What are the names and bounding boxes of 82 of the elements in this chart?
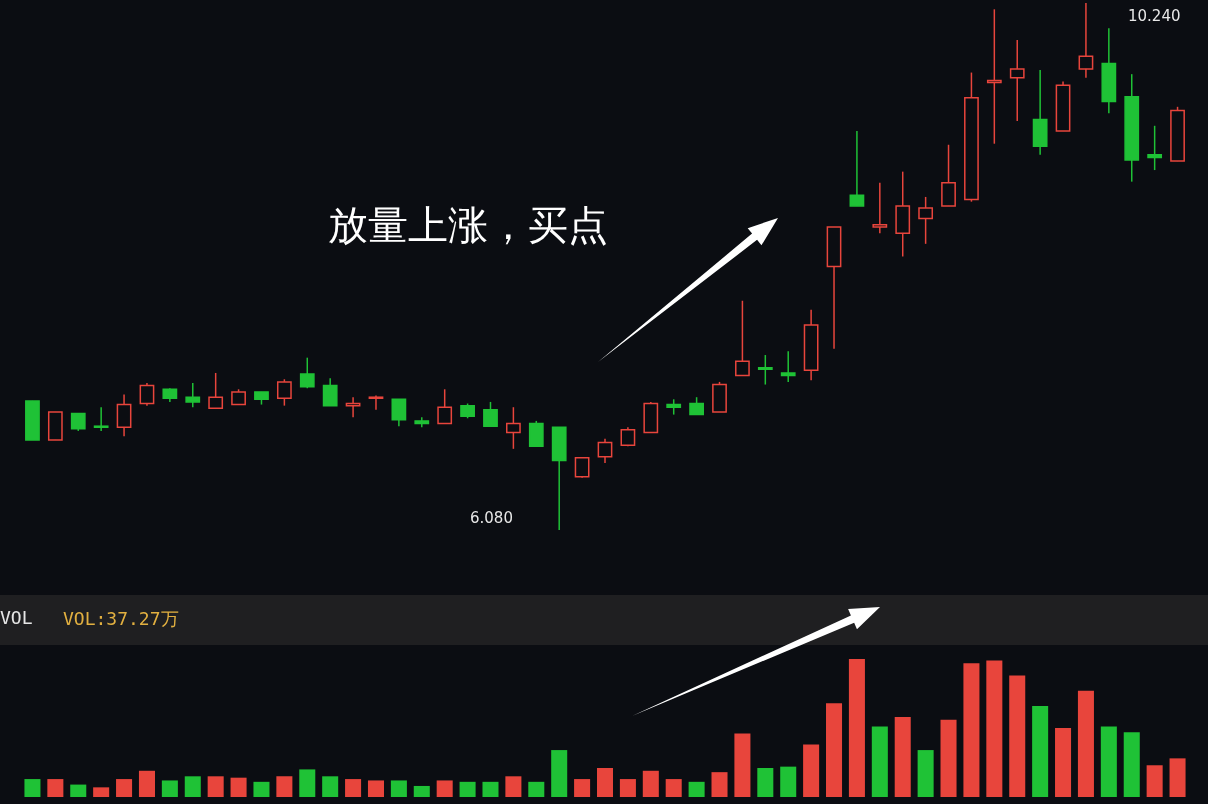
bar — [917, 750, 934, 797]
bar — [367, 780, 384, 797]
candlestick — [1009, 39, 1025, 122]
chart-title: VOL — [0, 607, 33, 628]
bar — [116, 779, 133, 797]
bar — [803, 744, 820, 797]
bar — [551, 750, 568, 797]
candlestick — [185, 382, 201, 408]
bar — [24, 779, 41, 797]
bar — [894, 716, 911, 797]
candlestick — [1147, 125, 1163, 171]
annotation: 6.080 — [470, 509, 513, 527]
bar — [505, 776, 522, 797]
bar — [482, 781, 499, 797]
candlestick — [918, 196, 934, 245]
candlestick — [757, 354, 773, 386]
candlestick — [116, 393, 132, 437]
candlestick — [597, 438, 613, 464]
bar — [574, 779, 591, 797]
bar — [207, 776, 224, 797]
candlestick — [299, 356, 315, 389]
bar — [780, 766, 797, 797]
bar — [436, 780, 453, 797]
candlestick — [1078, 3, 1094, 79]
annotation: 10.240 — [1128, 7, 1181, 25]
bar — [688, 781, 705, 797]
candlestick — [780, 350, 796, 383]
candlestick — [368, 394, 384, 411]
candlestick — [483, 401, 498, 427]
bar — [276, 776, 293, 797]
candlestick — [391, 398, 407, 427]
bar — [963, 663, 980, 797]
bar — [1032, 705, 1049, 797]
bar — [390, 780, 407, 797]
bar — [528, 781, 545, 797]
bar — [184, 776, 201, 797]
bar — [1009, 675, 1026, 797]
candlestick — [849, 130, 865, 207]
bar — [1077, 690, 1094, 797]
bar — [1146, 765, 1163, 797]
bar — [596, 768, 614, 797]
candlestick — [941, 144, 956, 207]
bar — [47, 779, 64, 797]
bar — [665, 779, 682, 797]
bar — [986, 660, 1003, 797]
bar — [619, 779, 636, 797]
bar — [93, 787, 110, 797]
bar — [322, 776, 339, 797]
candlestick — [574, 457, 590, 479]
bar — [1123, 732, 1140, 797]
bar — [299, 769, 316, 797]
bar — [940, 719, 957, 797]
bar — [253, 781, 270, 797]
candlestick — [139, 382, 155, 407]
candlestick — [276, 378, 292, 407]
candlestick — [322, 377, 338, 407]
bar — [413, 785, 430, 797]
bar — [757, 768, 774, 797]
bar — [642, 770, 659, 797]
candlestick — [872, 181, 888, 235]
bar — [1055, 728, 1072, 797]
bar — [871, 726, 888, 797]
candlestick — [437, 388, 453, 425]
bar — [70, 784, 87, 797]
chart-subtitle: VOL:37.27万 — [63, 607, 179, 631]
bar — [711, 772, 728, 797]
candlestick — [93, 406, 109, 432]
candlestick — [735, 300, 750, 377]
bar — [230, 777, 247, 797]
bar — [826, 703, 843, 797]
candlestick — [528, 420, 544, 447]
candlestick — [506, 406, 521, 450]
annotation: 放量上涨，买点 — [328, 201, 608, 250]
bar — [1100, 726, 1117, 797]
bar — [138, 770, 155, 797]
bar — [459, 781, 476, 797]
candlestick — [208, 372, 224, 410]
bar — [1169, 758, 1186, 797]
bar — [848, 659, 865, 797]
bar — [161, 780, 178, 797]
bar — [345, 779, 362, 797]
bar — [734, 733, 751, 797]
